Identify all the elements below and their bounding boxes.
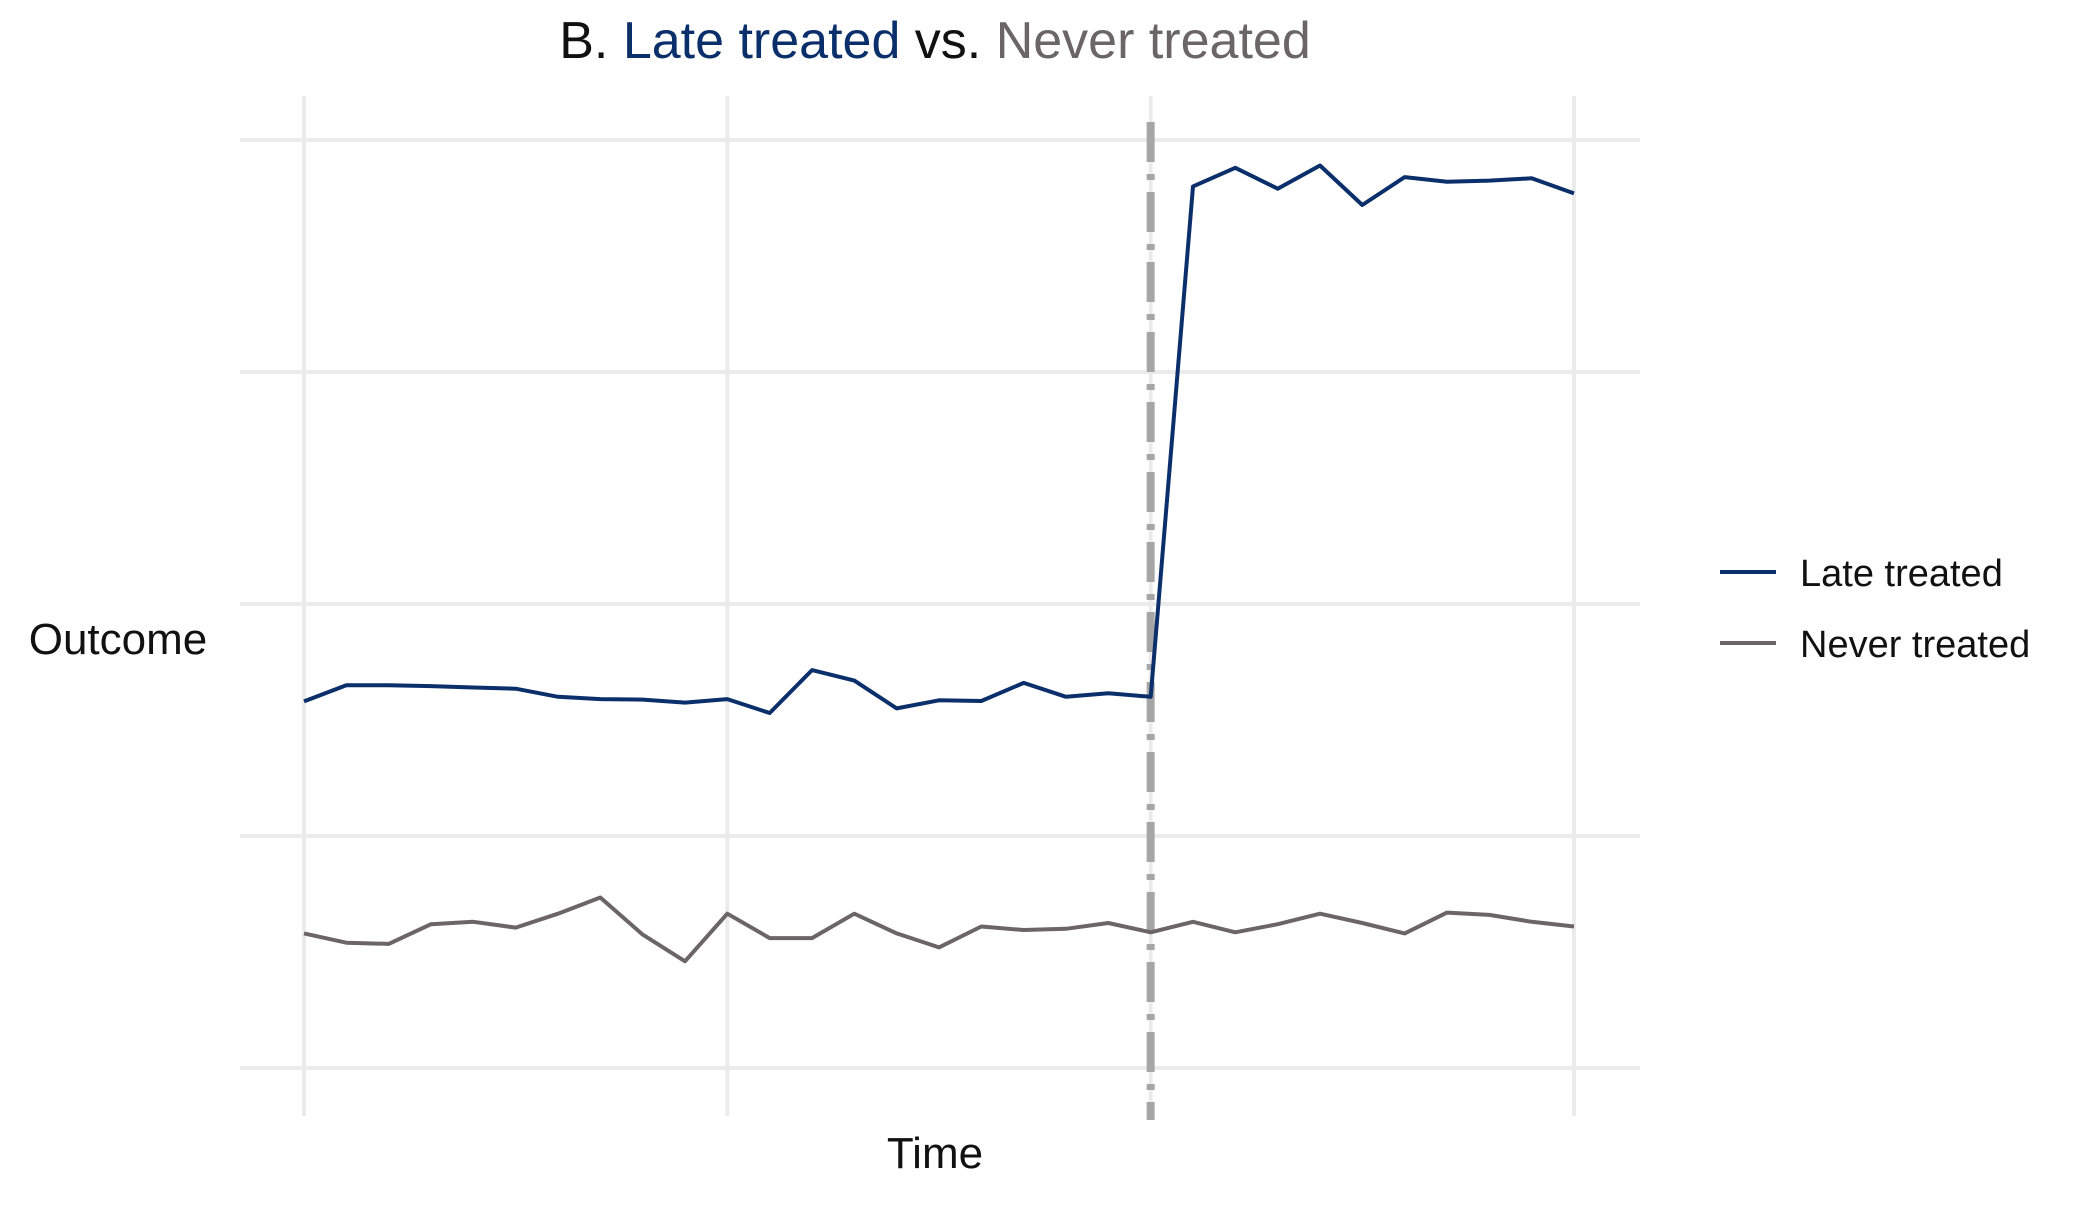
legend-label-late-treated: Late treated (1800, 553, 2003, 595)
chart-title-vs: vs. (900, 12, 995, 70)
series-line-late-treated (303, 163, 1575, 715)
legend-label-never-treated: Never treated (1800, 624, 2030, 666)
series-line-never-treated (303, 895, 1575, 964)
chart-title-prefix: B. (559, 12, 623, 70)
y-axis-label: Outcome (29, 615, 208, 664)
chart-title: B. Late treated vs. Never treated (559, 12, 1311, 70)
series-group (303, 163, 1575, 964)
legend: Late treated Never treated (1720, 553, 2030, 666)
chart-title-late-treated: Late treated (623, 12, 901, 70)
chart-title-never-treated: Never treated (996, 12, 1311, 70)
x-axis-label: Time (887, 1129, 983, 1178)
gridlines (240, 96, 1640, 1116)
